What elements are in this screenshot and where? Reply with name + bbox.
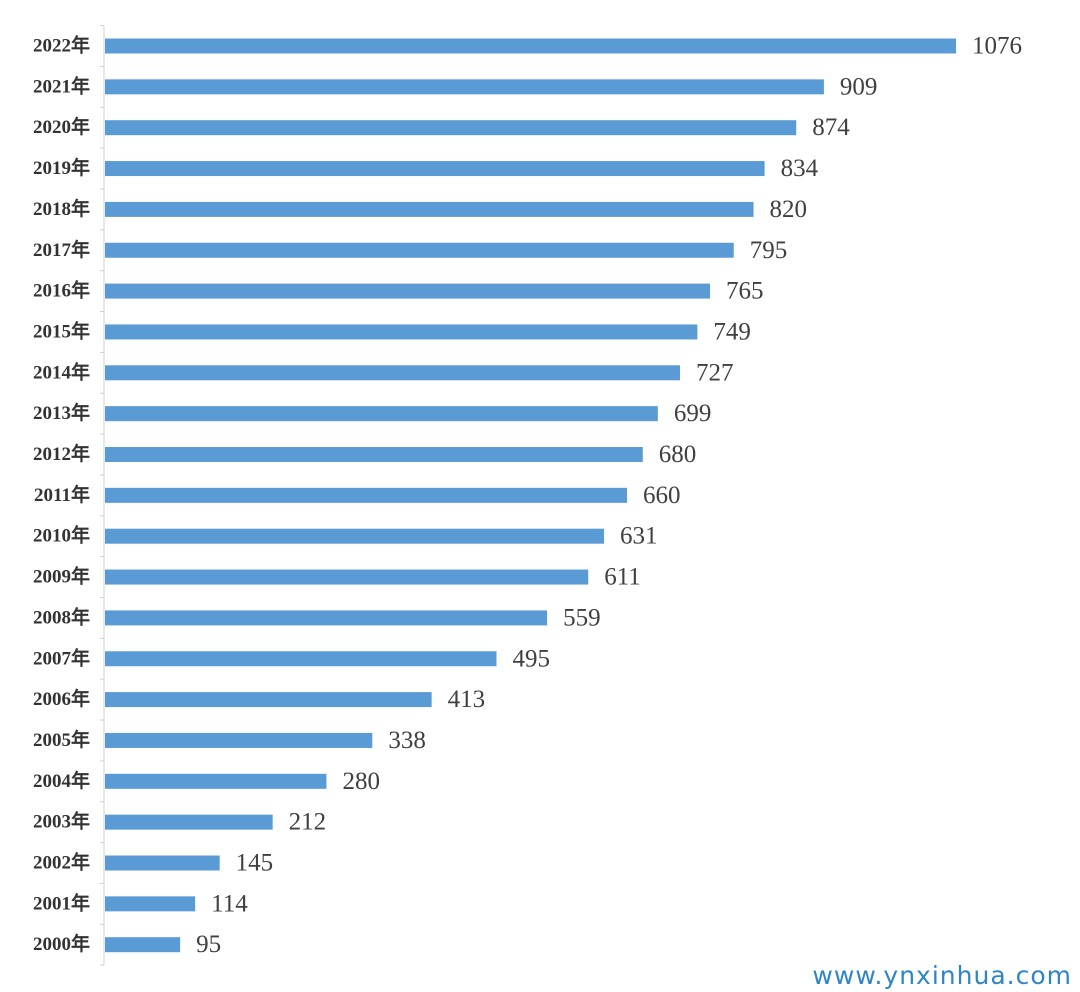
category-label: 2006年 xyxy=(33,687,90,710)
category-label: 2020年 xyxy=(33,115,90,138)
category-label: 2008年 xyxy=(33,605,90,628)
bar xyxy=(105,120,797,136)
bar xyxy=(105,528,605,544)
bar xyxy=(105,365,680,381)
bar xyxy=(105,896,196,912)
data-label: 699 xyxy=(674,400,712,427)
data-label: 874 xyxy=(812,114,850,141)
category-label: 2010年 xyxy=(33,524,90,547)
data-label: 559 xyxy=(563,604,601,631)
data-label: 114 xyxy=(211,890,248,917)
category-label: 2012年 xyxy=(33,442,90,465)
category-label: 2009年 xyxy=(33,565,90,588)
data-label: 909 xyxy=(840,73,878,100)
bar xyxy=(105,692,432,708)
category-label: 2003年 xyxy=(33,810,90,833)
data-label: 413 xyxy=(448,686,486,713)
category-label: 2007年 xyxy=(33,646,90,669)
axis-layer xyxy=(100,25,105,966)
data-label: 834 xyxy=(781,155,819,182)
bar xyxy=(105,242,734,258)
data-label: 749 xyxy=(713,318,751,345)
bar xyxy=(105,161,765,177)
data-label: 145 xyxy=(236,850,274,877)
data-label: 95 xyxy=(196,931,221,958)
bar xyxy=(105,814,273,830)
data-label: 611 xyxy=(604,564,641,591)
bar xyxy=(105,569,589,585)
bar xyxy=(105,937,181,953)
data-label: 631 xyxy=(620,523,658,550)
category-label: 2004年 xyxy=(33,769,90,792)
bar xyxy=(105,283,711,299)
data-label: 765 xyxy=(726,278,764,305)
category-label: 2015年 xyxy=(33,319,90,342)
category-label: 2022年 xyxy=(33,34,90,57)
data-label: 1076 xyxy=(972,33,1022,60)
bar xyxy=(105,324,698,340)
category-label: 2019年 xyxy=(33,156,90,179)
bar xyxy=(105,79,824,95)
data-label: 680 xyxy=(659,441,697,468)
data-label: 795 xyxy=(750,237,788,264)
category-label: 2014年 xyxy=(33,360,90,383)
category-label: 2016年 xyxy=(33,279,90,302)
category-label: 2000年 xyxy=(33,932,90,955)
data-label: 495 xyxy=(512,645,550,672)
bar xyxy=(105,406,658,422)
bar xyxy=(105,447,643,462)
bar xyxy=(105,651,497,667)
bar xyxy=(105,201,754,217)
bar xyxy=(105,732,373,748)
watermark-text: www.ynxinhua.com xyxy=(812,961,1072,990)
labels-layer: 2022年 1076 2021年 909 2020年 874 2019年 834 2018年 82… xyxy=(33,33,1022,959)
bar xyxy=(105,855,220,871)
data-label: 212 xyxy=(289,809,327,836)
category-label: 2018年 xyxy=(33,197,90,220)
category-label: 2001年 xyxy=(33,891,90,914)
data-label: 727 xyxy=(696,359,734,386)
bar xyxy=(105,610,548,626)
data-label: 820 xyxy=(770,196,808,223)
data-label: 280 xyxy=(342,768,380,795)
data-label: 660 xyxy=(643,482,681,509)
bar xyxy=(105,38,956,54)
category-label: 2021年 xyxy=(33,74,90,97)
category-label: 2011年 xyxy=(34,483,90,506)
bar xyxy=(105,773,327,789)
bar xyxy=(105,487,627,503)
category-label: 2017年 xyxy=(33,238,90,261)
category-label: 2005年 xyxy=(33,728,90,751)
category-label: 2002年 xyxy=(33,851,90,874)
data-label: 338 xyxy=(388,727,426,754)
bars-layer xyxy=(105,38,956,953)
category-label: 2013年 xyxy=(33,401,90,424)
